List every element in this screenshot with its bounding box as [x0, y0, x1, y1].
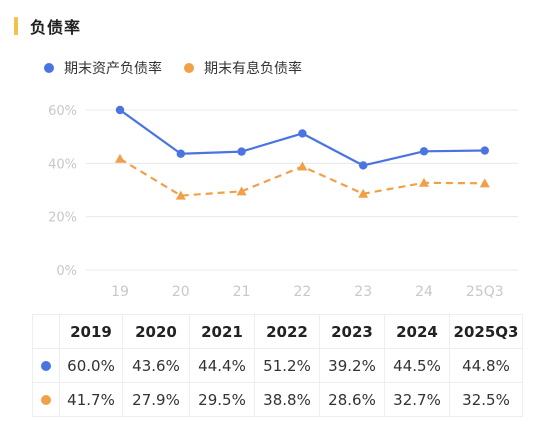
- table-cell: 44.5%: [384, 348, 450, 383]
- table-cell: 44.8%: [449, 348, 523, 383]
- table-row-asset-liability: 60.0% 43.6% 44.4% 51.2% 39.2% 44.5% 44.8…: [32, 348, 523, 383]
- table-header-cell: 2019: [59, 314, 123, 349]
- data-point: [115, 105, 125, 115]
- data-point: [479, 178, 490, 188]
- legend: 期末资产负债率 期末有息负债率: [44, 58, 324, 78]
- table-cell: 43.6%: [122, 348, 190, 383]
- table-header-row: 2019 2020 2021 2022 2023 2024 2025Q3: [32, 314, 523, 349]
- table-cell: 27.9%: [122, 382, 190, 417]
- data-point: [419, 147, 429, 156]
- y-tick-label: 40%: [48, 157, 77, 172]
- table-cell: 38.8%: [254, 382, 320, 417]
- x-tick-label: 23: [354, 284, 372, 300]
- x-tick-label: 21: [233, 284, 251, 300]
- x-tick-label: 25Q3: [466, 284, 504, 300]
- table-cell: 44.4%: [189, 348, 255, 383]
- x-tick-label: 19: [111, 284, 129, 300]
- title-accent-bar: [14, 17, 18, 35]
- y-tick-label: 20%: [48, 211, 77, 226]
- row-marker-cell: [32, 382, 60, 417]
- chart-title: 负债率: [30, 18, 82, 37]
- table-cell: 28.6%: [319, 382, 385, 417]
- legend-dot-icon: [184, 63, 194, 73]
- data-point: [298, 129, 307, 138]
- legend-label: 期末有息负债率: [204, 61, 302, 77]
- table-corner-cell: [32, 314, 60, 349]
- series-dot-icon: [41, 395, 51, 405]
- data-point: [237, 147, 246, 156]
- data-point: [419, 177, 429, 187]
- table-header-cell: 2024: [384, 314, 450, 349]
- table-cell: 51.2%: [254, 348, 320, 383]
- legend-dot-icon: [44, 63, 54, 73]
- legend-label: 期末资产负债率: [64, 61, 162, 77]
- table-header-cell: 2025Q3: [449, 314, 523, 349]
- series-line: [119, 109, 485, 167]
- table-cell: 41.7%: [59, 382, 123, 417]
- table-cell: 32.7%: [384, 382, 450, 417]
- data-point: [359, 161, 368, 170]
- data-table: 2019 2020 2021 2022 2023 2024 2025Q3 60.…: [32, 314, 523, 417]
- table-cell: 39.2%: [319, 348, 385, 383]
- data-point: [236, 186, 247, 196]
- data-point: [176, 149, 185, 158]
- data-point: [115, 153, 125, 163]
- x-tick-label: 24: [415, 284, 433, 300]
- table-cell: 29.5%: [189, 382, 255, 417]
- table-header-cell: 2023: [319, 314, 385, 349]
- legend-item-interest-bearing[interactable]: 期末有息负债率: [184, 58, 302, 78]
- y-tick-label: 0%: [56, 264, 77, 279]
- series-dot-icon: [41, 361, 51, 371]
- table-row-interest-bearing: 41.7% 27.9% 29.5% 38.8% 28.6% 32.7% 32.5…: [32, 382, 523, 417]
- line-chart: 0% 20% 40% 60% 19 20 21 22 23 24 25Q3: [48, 104, 518, 300]
- x-tick-label: 22: [293, 284, 311, 300]
- data-point: [175, 190, 186, 200]
- table-cell: 32.5%: [449, 382, 523, 417]
- legend-item-asset-liability[interactable]: 期末资产负债率: [44, 58, 162, 78]
- y-tick-label: 60%: [48, 104, 77, 119]
- data-point: [297, 161, 308, 171]
- x-tick-label: 20: [172, 284, 190, 300]
- row-marker-cell: [32, 348, 60, 383]
- chart-header: 负债率: [14, 14, 81, 38]
- table-cell: 60.0%: [59, 348, 123, 383]
- table-header-cell: 2022: [254, 314, 320, 349]
- table-header-cell: 2021: [189, 314, 255, 349]
- table-header-cell: 2020: [122, 314, 190, 349]
- data-point: [358, 188, 369, 198]
- data-point: [480, 146, 489, 155]
